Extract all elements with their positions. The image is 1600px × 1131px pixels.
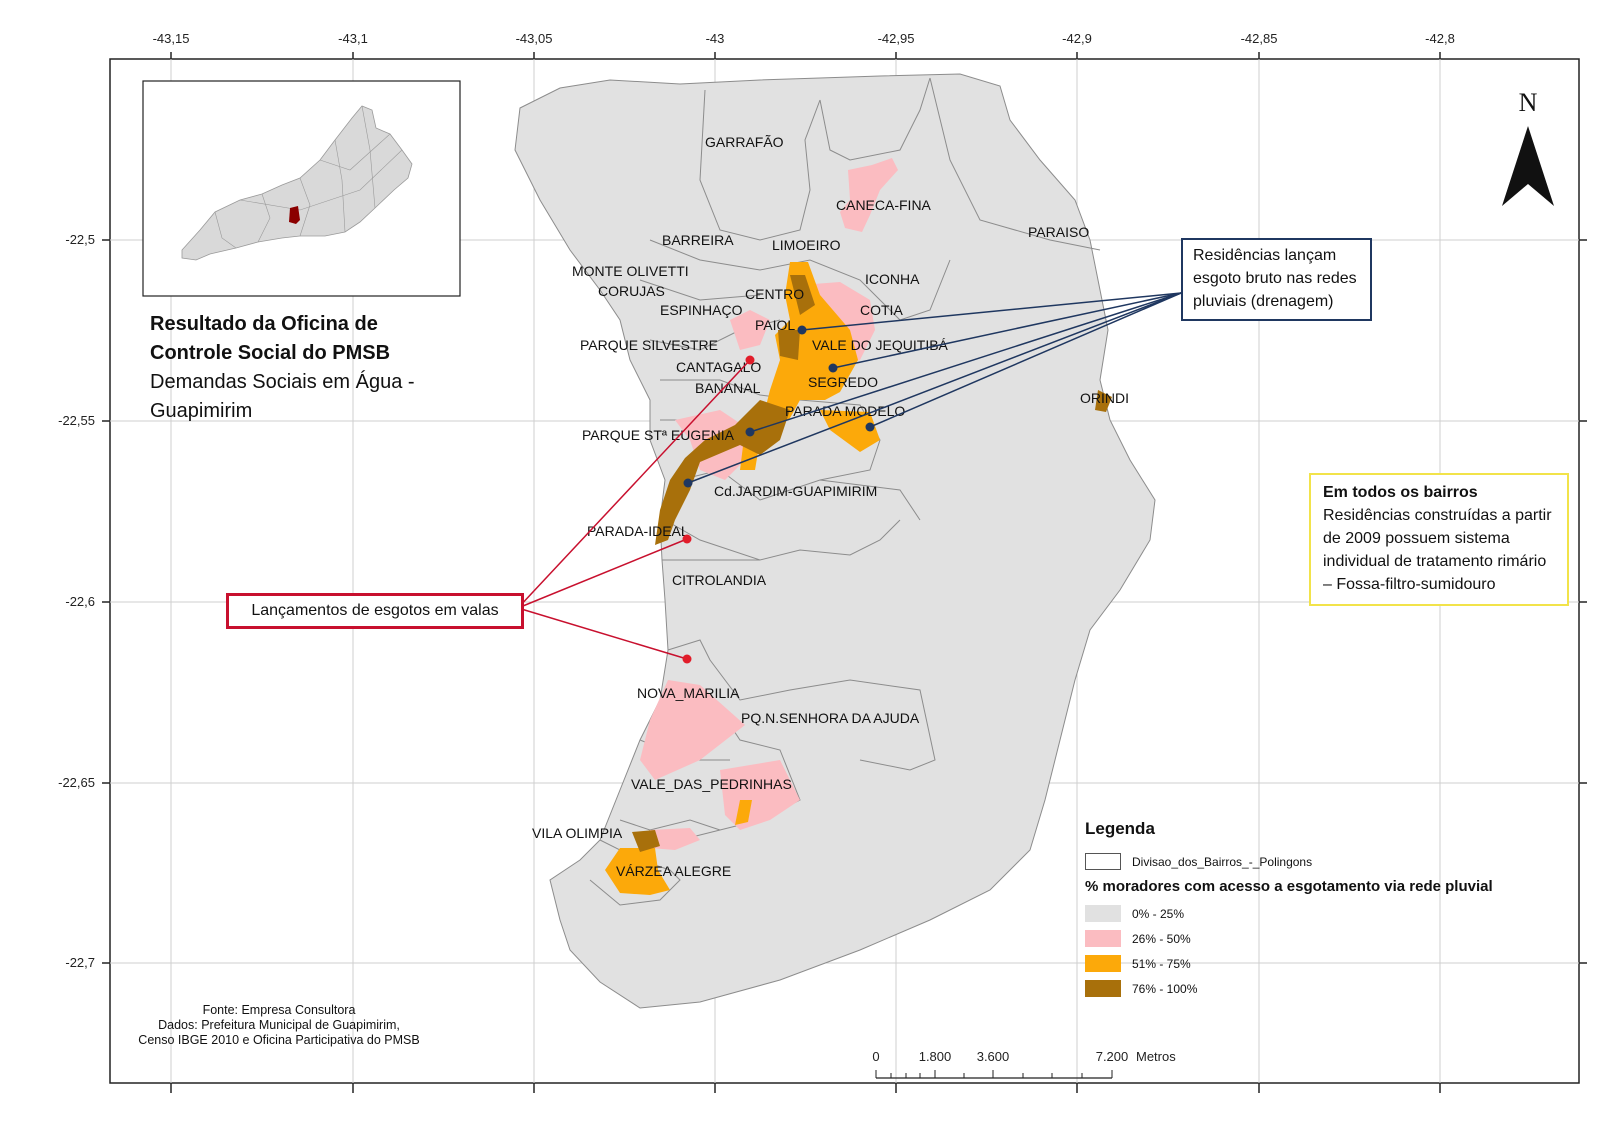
inset-state-shape (181, 105, 413, 261)
legend-subtitle: % moradores com acesso a esgotamento via… (1085, 878, 1493, 895)
legend-class-row: 76% - 100% (1085, 976, 1555, 1001)
neighborhood-label: PARQUE STª EUGENIA (582, 427, 735, 443)
neighborhood-label: Cd.JARDIM-GUAPIMIRIM (714, 483, 877, 499)
neighborhood-label: CORUJAS (598, 283, 665, 299)
callout-all-neighborhoods: Em todos os bairros Residências construí… (1309, 473, 1569, 606)
neighborhood-boundaries (589, 77, 1101, 906)
north-arrow-icon (1502, 126, 1554, 206)
y-tick-label: -22,6 (65, 594, 95, 609)
neighborhood-label: NOVA_MARILIA (637, 685, 740, 701)
x-tick-label: -42,95 (878, 31, 915, 46)
legend-swatch (1085, 905, 1121, 922)
neighborhood-label: PAIOL (755, 317, 795, 333)
neighborhood-label: COTIA (860, 302, 903, 318)
neighborhood-label: PARQUE SILVESTRE (580, 337, 718, 353)
neighborhood-label: ESPINHAÇO (660, 302, 743, 318)
legend-swatch (1085, 930, 1121, 947)
y-tick-label: -22,7 (65, 955, 95, 970)
legend-class-row: 26% - 50% (1085, 926, 1555, 951)
y-tick-label: -22,65 (58, 775, 95, 790)
inset-municipality-highlight (289, 206, 300, 224)
scale-label: 0 (872, 1049, 879, 1064)
neighborhood-label: CITROLANDIA (672, 572, 767, 588)
scale-label: 7.200 (1096, 1049, 1129, 1064)
map-subtitle-line-1: Demandas Sociais em Água - (150, 371, 415, 393)
red-leader-lines (517, 359, 751, 660)
neighborhood-label: PARADA-IDEAL (587, 523, 689, 539)
x-tick-label: -42,9 (1062, 31, 1092, 46)
callout-all-neighborhoods-title: Em todos os bairros (1323, 484, 1478, 501)
y-tick-label: -22,5 (65, 232, 95, 247)
y-tick-label: -22,55 (58, 413, 95, 428)
neighborhood-label: ORINDI (1080, 390, 1129, 406)
class-51-75-areas (605, 262, 880, 895)
legend-boundary-row: Divisao_dos_Bairros_-_Polingons (1085, 849, 1555, 874)
neighborhood-label: CANECA-FINA (836, 197, 932, 213)
map-title-line-2: Controle Social do PMSB (150, 342, 391, 364)
neighborhood-label: GARRAFÃO (705, 134, 784, 150)
class-76-100-areas (632, 275, 1112, 852)
neighborhood-label: PQ.N.SENHORA DA AJUDA (741, 710, 920, 726)
neighborhood-label: VÁRZEA ALEGRE (616, 863, 731, 879)
north-letter: N (1518, 88, 1538, 117)
neighborhood-label: PARADA MODELO (785, 403, 905, 419)
inset-map (142, 80, 461, 297)
neighborhood-label: BANANAL (695, 380, 761, 396)
scale-label: 1.800 (919, 1049, 952, 1064)
map-title-line-1: Resultado da Oficina de (150, 313, 378, 335)
x-tick-label: -43,15 (153, 31, 190, 46)
source-note: Fonte: Empresa Consultora Dados: Prefeit… (118, 1003, 440, 1048)
x-tick-label: -43,1 (338, 31, 368, 46)
north-arrow: N (1496, 88, 1560, 208)
legend-swatch (1085, 955, 1121, 972)
neighborhood-label: CENTRO (745, 286, 804, 302)
legend-boundary-swatch (1085, 853, 1121, 870)
legend-class-label: 51% - 75% (1132, 956, 1191, 971)
blue-leader-lines (687, 292, 1182, 484)
neighborhood-label: SEGREDO (808, 374, 878, 390)
neighborhood-label: ICONHA (865, 271, 920, 287)
scale-label: 3.600 (977, 1049, 1010, 1064)
source-line-3: Censo IBGE 2010 e Oficina Participativa … (138, 1033, 420, 1047)
map-title-block: Resultado da Oficina de Controle Social … (150, 310, 480, 426)
neighborhood-label: VILA OLIMPIA (532, 825, 623, 841)
x-tick-label: -42,8 (1425, 31, 1455, 46)
frame-ticks (102, 52, 1587, 1093)
legend-class-label: 26% - 50% (1132, 931, 1191, 946)
scale-unit: Metros (1136, 1049, 1176, 1064)
legend-class-label: 76% - 100% (1132, 981, 1198, 996)
legend-title: Legenda (1085, 819, 1155, 838)
neighborhood-label: VALE DO JEQUITIBÁ (812, 337, 949, 353)
callout-ditch-discharge: Lançamentos de esgotos em valas (226, 593, 524, 629)
blue-point-markers (683, 325, 875, 488)
callout-stormwater-discharge: Residências lançam esgoto bruto nas rede… (1181, 238, 1372, 321)
source-line-2: Dados: Prefeitura Municipal de Guapimiri… (158, 1018, 400, 1032)
legend-boundary-label: Divisao_dos_Bairros_-_Polingons (1132, 854, 1313, 869)
x-tick-label: -43 (706, 31, 725, 46)
neighborhood-label: BARREIRA (662, 232, 734, 248)
neighborhood-label: PARAISO (1028, 224, 1089, 240)
neighborhood-label: VALE_DAS_PEDRINHAS (631, 776, 792, 792)
legend-class-row: 51% - 75% (1085, 951, 1555, 976)
neighborhood-label: LIMOEIRO (772, 237, 841, 253)
source-line-1: Fonte: Empresa Consultora (202, 1003, 356, 1017)
scale-bar: 0 1.800 3.600 7.200 Metros (872, 1049, 1176, 1079)
callout-all-neighborhoods-body: Residências construídas a partir de 2009… (1323, 507, 1552, 593)
municipality-area (514, 73, 1156, 1009)
legend-class-label: 0% - 25% (1132, 906, 1185, 921)
neighborhood-label: MONTE OLIVETTI (572, 263, 689, 279)
map-subtitle-line-2: Guapimirim (150, 400, 253, 422)
red-point-markers (682, 355, 755, 664)
legend-class-row: 0% - 25% (1085, 901, 1555, 926)
legend: Legenda Divisao_dos_Bairros_-_Polingons … (1085, 819, 1555, 1001)
x-tick-label: -42,85 (1241, 31, 1278, 46)
x-tick-label: -43,05 (516, 31, 553, 46)
legend-swatch (1085, 980, 1121, 997)
